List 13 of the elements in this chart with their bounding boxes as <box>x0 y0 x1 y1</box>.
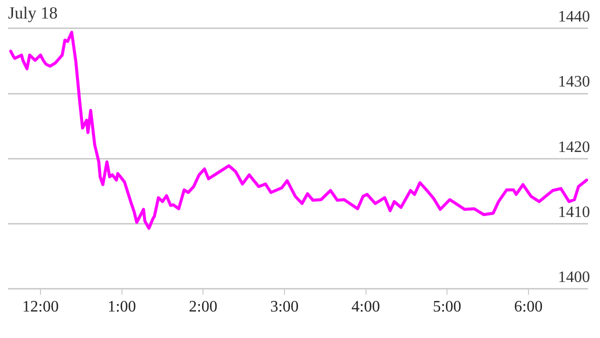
x-tick-label: 1:00 <box>108 298 136 316</box>
y-tick-label: 1440 <box>558 8 590 26</box>
y-tick-label: 1410 <box>558 204 590 221</box>
y-tick-label: 1400 <box>558 269 590 286</box>
x-tick-label: 12:00 <box>22 298 59 316</box>
y-tick-label: 1430 <box>558 74 590 91</box>
x-tick-label: 5:00 <box>432 298 462 316</box>
x-tick-label: 6:00 <box>514 298 543 316</box>
x-tick-label: 3:00 <box>270 298 299 316</box>
x-tick-label: 2:00 <box>188 298 218 316</box>
chart-title: July 18 <box>8 4 58 23</box>
x-tick-label: 4:00 <box>352 298 380 316</box>
y-tick-label: 1420 <box>558 138 590 156</box>
